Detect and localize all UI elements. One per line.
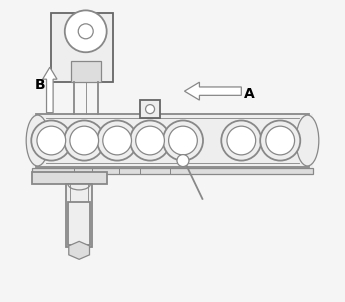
Circle shape (70, 126, 99, 155)
Ellipse shape (296, 115, 319, 166)
Polygon shape (69, 241, 89, 259)
Bar (32, 168, 313, 174)
Ellipse shape (26, 115, 49, 166)
Bar (71, 61, 101, 82)
Circle shape (177, 155, 189, 167)
Circle shape (31, 120, 71, 161)
Bar (68, 202, 90, 245)
Circle shape (221, 120, 262, 161)
Circle shape (146, 104, 155, 114)
Circle shape (136, 126, 165, 155)
Circle shape (64, 120, 104, 161)
Circle shape (37, 126, 66, 155)
Circle shape (78, 24, 93, 39)
Text: B: B (35, 78, 46, 92)
Circle shape (266, 126, 295, 155)
Circle shape (169, 126, 197, 155)
Bar (32, 114, 313, 167)
Circle shape (97, 120, 137, 161)
Bar (32, 172, 107, 184)
Circle shape (130, 120, 170, 161)
Bar (66, 184, 92, 247)
Circle shape (103, 126, 131, 155)
FancyArrow shape (185, 82, 241, 100)
Text: A: A (244, 87, 255, 101)
Circle shape (65, 10, 107, 52)
Circle shape (163, 120, 203, 161)
Bar (140, 100, 160, 118)
Circle shape (260, 120, 300, 161)
FancyArrow shape (43, 67, 57, 113)
Bar (51, 13, 113, 82)
Circle shape (227, 126, 256, 155)
